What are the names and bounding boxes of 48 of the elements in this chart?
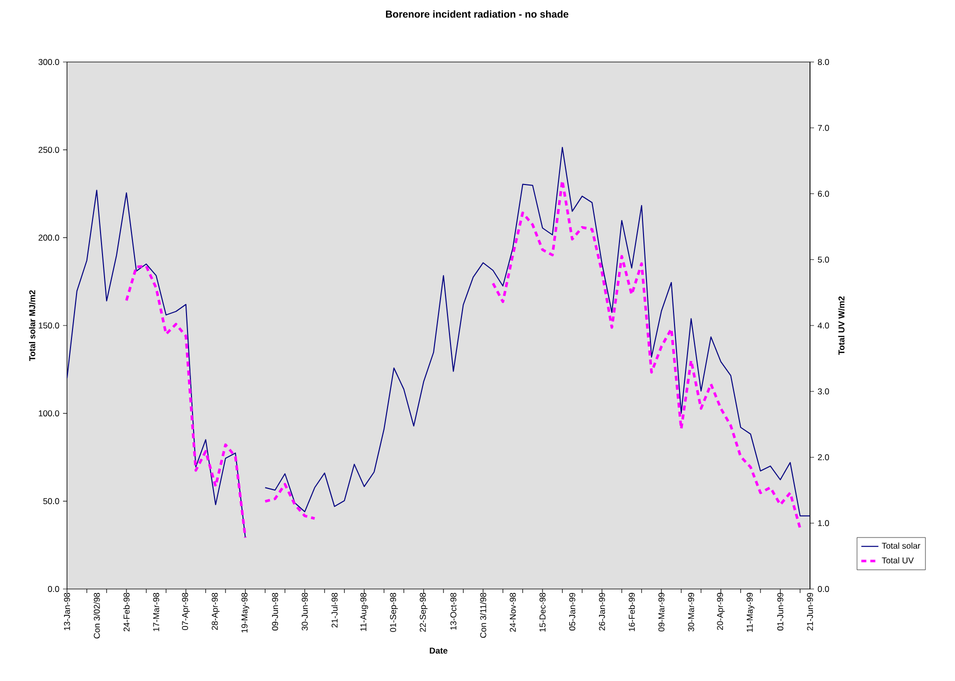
y2-axis-title: Total UV W/m2 bbox=[838, 296, 845, 355]
x-tick-label: 09-Jun-98 bbox=[272, 592, 278, 630]
x-tick-label: 20-Apr-99 bbox=[717, 592, 725, 630]
y-tick-label: 300.0 bbox=[38, 59, 60, 66]
x-tick-label: 30-Mar-99 bbox=[688, 592, 694, 632]
x-tick-label: 17-Mar-98 bbox=[153, 592, 160, 632]
x-tick-label: 16-Feb-99 bbox=[628, 592, 635, 632]
x-tick-label: 21-Jun-99 bbox=[807, 592, 814, 630]
y-tick-label: 50.0 bbox=[43, 498, 60, 504]
x-tick-label: Con 3/02/98 bbox=[94, 592, 100, 638]
chart-title: Borenore incident radiation - no shade bbox=[386, 10, 568, 18]
x-tick-label: 21-Jul-98 bbox=[331, 592, 338, 628]
y2-tick-label: 8.0 bbox=[818, 59, 830, 66]
x-tick-label: 01-Sep-98 bbox=[390, 592, 398, 632]
y-tick-label: 250.0 bbox=[38, 146, 60, 153]
y2-tick-label: 5.0 bbox=[818, 256, 830, 263]
x-tick-label: 09-Mar-99 bbox=[658, 592, 664, 632]
x-tick-label: 15-Dec-98 bbox=[540, 592, 546, 632]
y-axis-title: Total solar MJ/m2 bbox=[29, 290, 36, 361]
x-tick-label: 22-Sep-98 bbox=[420, 592, 428, 632]
x-tick-label: 24-Nov-98 bbox=[510, 592, 516, 632]
x-tick-label: Con 3/11/98 bbox=[480, 592, 486, 638]
x-axis-title: Date bbox=[430, 648, 448, 654]
x-tick-label: 11-Aug-98 bbox=[360, 592, 368, 631]
y-tick-label: 200.0 bbox=[38, 234, 60, 241]
y2-tick-label: 7.0 bbox=[818, 124, 830, 131]
y2-tick-label: 0.0 bbox=[818, 586, 830, 592]
y2-tick-label: 4.0 bbox=[818, 322, 830, 329]
x-tick-label: 05-Jan-99 bbox=[569, 592, 576, 630]
x-tick-label: 11-May-99 bbox=[746, 592, 754, 632]
y-tick-label: 100.0 bbox=[38, 410, 60, 416]
y-tick-label: 0.0 bbox=[48, 586, 60, 592]
y-tick-label: 150.0 bbox=[38, 322, 60, 329]
y2-tick-label: 1.0 bbox=[818, 520, 830, 526]
legend-label: Total solar bbox=[882, 542, 920, 549]
x-tick-label: 28-Apr-98 bbox=[212, 592, 220, 630]
x-tick-label: 26-Jan-99 bbox=[598, 592, 605, 630]
y2-tick-label: 2.0 bbox=[818, 454, 830, 460]
x-tick-label: 30-Jun-98 bbox=[302, 592, 308, 630]
x-tick-label: 07-Apr-98 bbox=[182, 592, 190, 630]
y2-tick-label: 6.0 bbox=[818, 190, 830, 197]
y2-tick-label: 3.0 bbox=[818, 388, 830, 394]
x-tick-label: 24-Feb-98 bbox=[123, 592, 130, 632]
x-tick-label: 19-May-98 bbox=[241, 592, 250, 633]
legend-label: Total UV bbox=[882, 557, 914, 564]
x-tick-label: 13-Jan-98 bbox=[64, 592, 70, 630]
x-tick-label: 13-Oct-98 bbox=[450, 592, 456, 630]
x-tick-label: 01-Jun-99 bbox=[777, 592, 784, 630]
